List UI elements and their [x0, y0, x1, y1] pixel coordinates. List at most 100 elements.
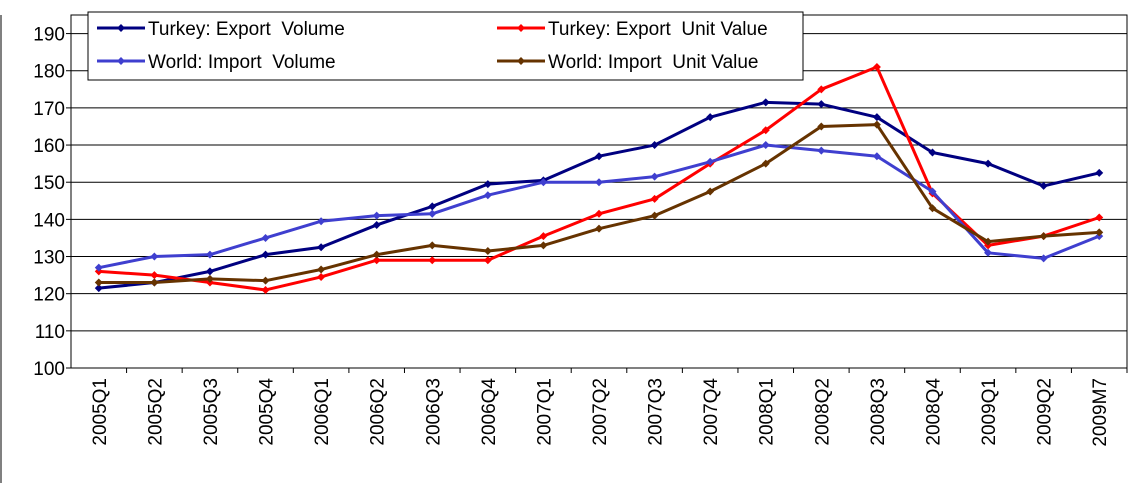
data-point — [928, 204, 937, 213]
data-point — [761, 126, 770, 135]
data-point — [872, 63, 881, 72]
data-point — [483, 191, 492, 200]
data-point — [372, 256, 381, 265]
data-point — [428, 202, 437, 211]
legend-label: Turkey: Export Unit Value — [548, 19, 768, 40]
legend-marker — [517, 57, 525, 65]
data-point — [761, 141, 770, 150]
x-tick-label: 2008Q4 — [923, 378, 944, 446]
data-point — [817, 146, 826, 155]
data-point — [706, 113, 715, 122]
data-point — [817, 100, 826, 109]
legend-box — [87, 11, 804, 81]
data-point — [650, 141, 659, 150]
x-tick-label: 2006Q1 — [312, 378, 333, 446]
data-point — [872, 152, 881, 161]
data-point — [483, 180, 492, 189]
data-point — [205, 274, 214, 283]
data-point — [205, 267, 214, 276]
data-point — [372, 220, 381, 229]
data-point — [261, 250, 270, 259]
data-point — [317, 272, 326, 281]
legend-label: Turkey: Export Volume — [148, 19, 345, 40]
data-point — [761, 98, 770, 107]
data-point — [650, 172, 659, 181]
x-tick-label: 2008Q2 — [812, 378, 833, 446]
data-point — [94, 263, 103, 272]
data-point — [261, 233, 270, 242]
data-point — [94, 278, 103, 287]
data-point — [150, 252, 159, 261]
data-point — [539, 241, 548, 250]
x-tick-label: 2005Q1 — [90, 378, 111, 446]
data-point — [984, 159, 993, 168]
x-tick-label: 2006Q3 — [423, 378, 444, 446]
data-point — [539, 232, 548, 241]
data-point — [761, 159, 770, 168]
data-point — [372, 211, 381, 220]
y-tick-label: 130 — [33, 248, 65, 269]
data-point — [817, 122, 826, 131]
legend-marker — [117, 57, 125, 65]
x-tick-label: 2007Q3 — [646, 378, 667, 446]
x-tick-label: 2009Q2 — [1035, 378, 1056, 446]
data-point — [1095, 168, 1104, 177]
x-tick-label: 2009M7 — [1090, 378, 1111, 447]
data-point — [817, 85, 826, 94]
y-tick-label: 110 — [35, 322, 65, 343]
x-tick-label: 2008Q1 — [757, 378, 778, 446]
data-point — [706, 157, 715, 166]
data-point — [150, 271, 159, 280]
data-point — [372, 250, 381, 259]
data-point — [595, 178, 603, 187]
data-point — [483, 256, 492, 265]
legend-marker — [517, 24, 525, 32]
y-tick-label: 160 — [33, 136, 65, 157]
data-point — [539, 178, 548, 187]
data-point — [317, 243, 326, 252]
data-point — [984, 237, 993, 246]
x-tick-label: 2009Q1 — [979, 378, 1000, 446]
data-point — [483, 246, 492, 255]
data-point — [706, 187, 715, 196]
data-point — [317, 265, 326, 274]
x-tick-label: 2007Q2 — [590, 378, 611, 446]
data-point — [595, 224, 603, 233]
legend-label: World: Import Unit Value — [548, 52, 758, 73]
y-tick-label: 180 — [33, 62, 65, 83]
x-tick-label: 2006Q4 — [479, 378, 500, 446]
data-point — [94, 284, 103, 293]
x-tick-label: 2007Q1 — [534, 378, 555, 446]
data-point — [1095, 213, 1104, 222]
data-point — [928, 148, 937, 157]
data-point — [1039, 254, 1048, 263]
data-point — [150, 278, 159, 287]
x-tick-label: 2005Q3 — [201, 378, 222, 446]
data-point — [317, 217, 326, 226]
data-point — [428, 241, 437, 250]
data-point — [1039, 232, 1048, 241]
data-point — [261, 276, 270, 285]
x-tick-label: 2005Q4 — [257, 378, 278, 446]
data-point — [984, 248, 993, 257]
data-point — [650, 194, 659, 203]
x-tick-label: 2007Q4 — [701, 378, 722, 446]
x-tick-label: 2008Q3 — [868, 378, 889, 446]
x-tick-label: 2006Q2 — [368, 378, 389, 446]
legend-marker — [117, 24, 125, 32]
y-tick-label: 120 — [33, 285, 65, 306]
data-point — [650, 211, 659, 220]
x-tick-label: 2005Q2 — [145, 378, 166, 446]
y-tick-label: 170 — [33, 99, 65, 120]
data-point — [872, 113, 881, 122]
data-point — [595, 209, 603, 218]
y-tick-label: 150 — [33, 173, 65, 194]
data-point — [595, 152, 603, 161]
data-point — [928, 187, 937, 196]
y-tick-label: 140 — [33, 210, 65, 231]
data-point — [1039, 181, 1048, 190]
data-point — [261, 285, 270, 294]
data-point — [428, 256, 437, 265]
legend-label: World: Import Volume — [148, 52, 336, 73]
